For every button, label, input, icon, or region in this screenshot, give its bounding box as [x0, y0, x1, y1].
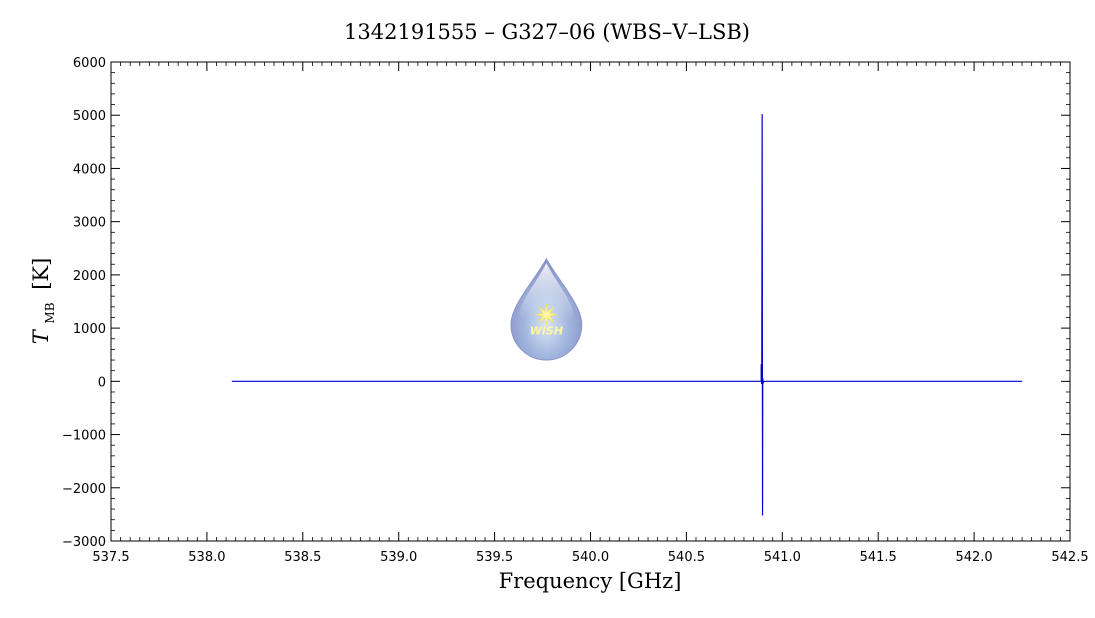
plot-frame: [110, 61, 1071, 542]
x-tick-label: 538.5: [284, 550, 321, 565]
y-tick-label: 3000: [73, 216, 106, 231]
x-tick-label: 539.5: [476, 550, 513, 565]
water-drop-highlight: [519, 262, 574, 320]
x-tick-label: 542.0: [955, 550, 992, 565]
y-tick-label: 4000: [73, 162, 106, 177]
x-tick-label: 537.5: [92, 550, 129, 565]
y-axis-label-unit: [K]: [29, 258, 53, 290]
y-tick-label: 5000: [73, 109, 106, 124]
y-tick-label: 1000: [73, 322, 106, 337]
y-tick-label: −1000: [62, 429, 106, 444]
y-tick-label: 2000: [73, 269, 106, 284]
x-tick-label: 540.0: [572, 550, 609, 565]
y-tick-label: −2000: [62, 482, 106, 497]
wish-logo: WISH: [510, 257, 583, 361]
x-axis-label: Frequency [GHz]: [499, 569, 682, 593]
y-axis-ticks: −3000 −2000 −1000 0 1000 2000 3000 4000 5000 6000: [62, 56, 1070, 550]
series-layer: [231, 114, 1023, 516]
svg-text:T MB [K]: T MB [K]: [29, 258, 59, 345]
star-icon: [535, 304, 558, 326]
x-tick-label: 541.5: [860, 550, 897, 565]
x-tick-label: 539.0: [380, 550, 417, 565]
y-tick-label: −3000: [62, 535, 106, 550]
y-tick-label: 6000: [73, 56, 106, 71]
y-axis-label-main: T: [29, 328, 53, 344]
y-axis-label: T MB [K]: [29, 258, 59, 345]
x-tick-label: 540.5: [668, 550, 705, 565]
x-tick-label: 538.0: [188, 550, 225, 565]
y-tick-label: 0: [98, 375, 106, 390]
series-line-0: [231, 114, 1023, 516]
chart-title: 1342191555 – G327–06 (WBS–V–LSB): [344, 20, 750, 44]
y-axis-label-sub: MB: [43, 302, 57, 323]
x-axis-ticks: 537.5 538.0 538.5 539.0 539.5 540.0 540.5 541.0…: [92, 62, 1089, 565]
x-tick-label: 541.0: [764, 550, 801, 565]
logo-text: WISH: [530, 325, 563, 338]
x-tick-label: 542.5: [1051, 550, 1088, 565]
